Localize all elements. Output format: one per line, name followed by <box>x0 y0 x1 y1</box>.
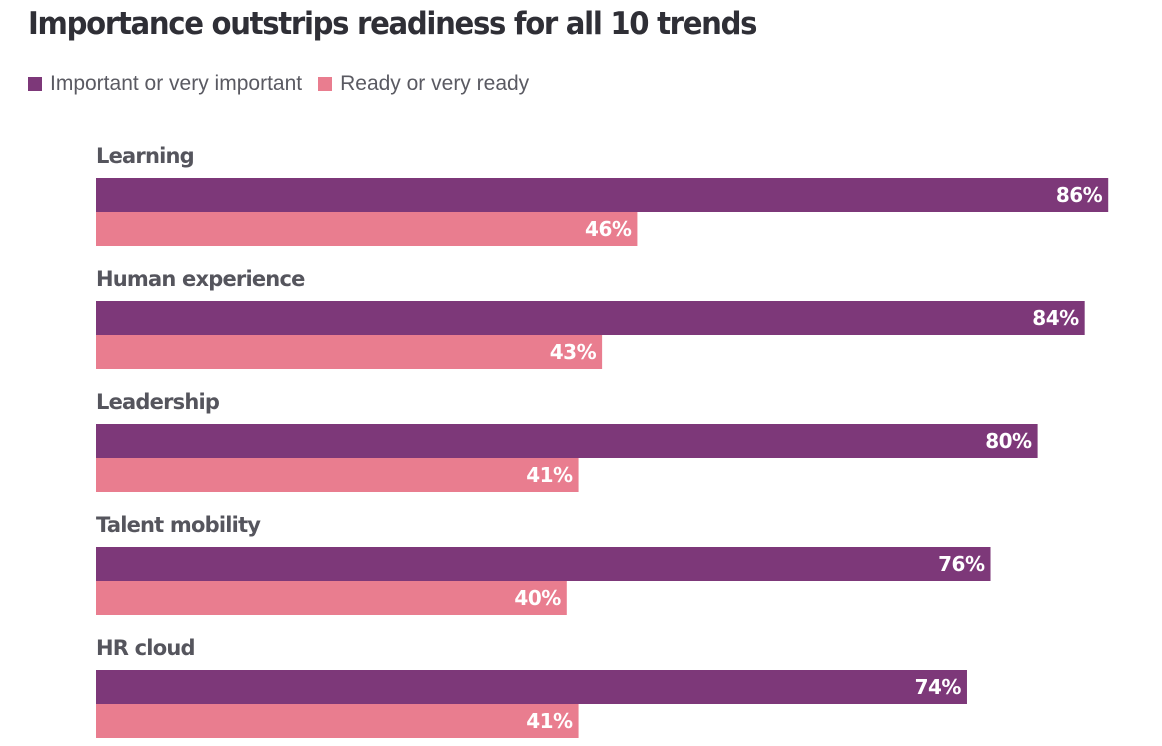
chart-title: Importance outstrips readiness for all 1… <box>28 6 758 42</box>
value-label-learning-important: 86% <box>1056 183 1103 207</box>
value-label-human-experience-ready: 43% <box>550 340 597 364</box>
bar-learning-important <box>96 178 1109 212</box>
bar-learning-ready <box>96 212 638 246</box>
chart-legend: Important or very important Ready or ver… <box>28 72 545 96</box>
legend-swatch-important <box>28 77 42 91</box>
value-label-hr-cloud-important: 74% <box>915 675 962 699</box>
category-group-learning: Learning 86% 46% <box>96 144 1109 246</box>
category-group-human-experience: Human experience 84% 43% <box>96 267 1085 369</box>
category-label: Learning <box>96 144 194 168</box>
value-label-hr-cloud-ready: 41% <box>526 709 573 733</box>
category-label: Human experience <box>96 267 305 291</box>
category-group-talent-mobility: Talent mobility 76% 40% <box>96 513 991 615</box>
value-label-learning-ready: 46% <box>585 217 632 241</box>
bar-human-experience-important <box>96 301 1085 335</box>
legend-item-ready: Ready or very ready <box>318 72 529 96</box>
bar-leadership-important <box>96 424 1038 458</box>
legend-label-ready: Ready or very ready <box>340 72 530 95</box>
legend-item-important: Important or very important <box>28 72 302 96</box>
value-label-talent-mobility-important: 76% <box>938 552 985 576</box>
category-label: Leadership <box>96 390 220 414</box>
category-label: HR cloud <box>96 636 195 660</box>
bar-talent-mobility-ready <box>96 581 567 615</box>
legend-swatch-ready <box>318 77 333 91</box>
bar-hr-cloud-important <box>96 670 967 704</box>
value-label-leadership-important: 80% <box>985 429 1032 453</box>
bar-hr-cloud-ready <box>96 704 579 738</box>
category-group-leadership: Leadership 80% 41% <box>96 390 1038 492</box>
value-label-talent-mobility-ready: 40% <box>514 586 561 610</box>
category-label: Talent mobility <box>96 513 261 537</box>
value-label-leadership-ready: 41% <box>526 463 573 487</box>
legend-label-important: Important or very important <box>50 72 303 95</box>
bar-talent-mobility-important <box>96 547 991 581</box>
bar-human-experience-ready <box>96 335 603 369</box>
bar-leadership-ready <box>96 458 579 492</box>
value-label-human-experience-important: 84% <box>1032 306 1079 330</box>
category-group-hr-cloud: HR cloud 74% 41% <box>96 636 967 738</box>
